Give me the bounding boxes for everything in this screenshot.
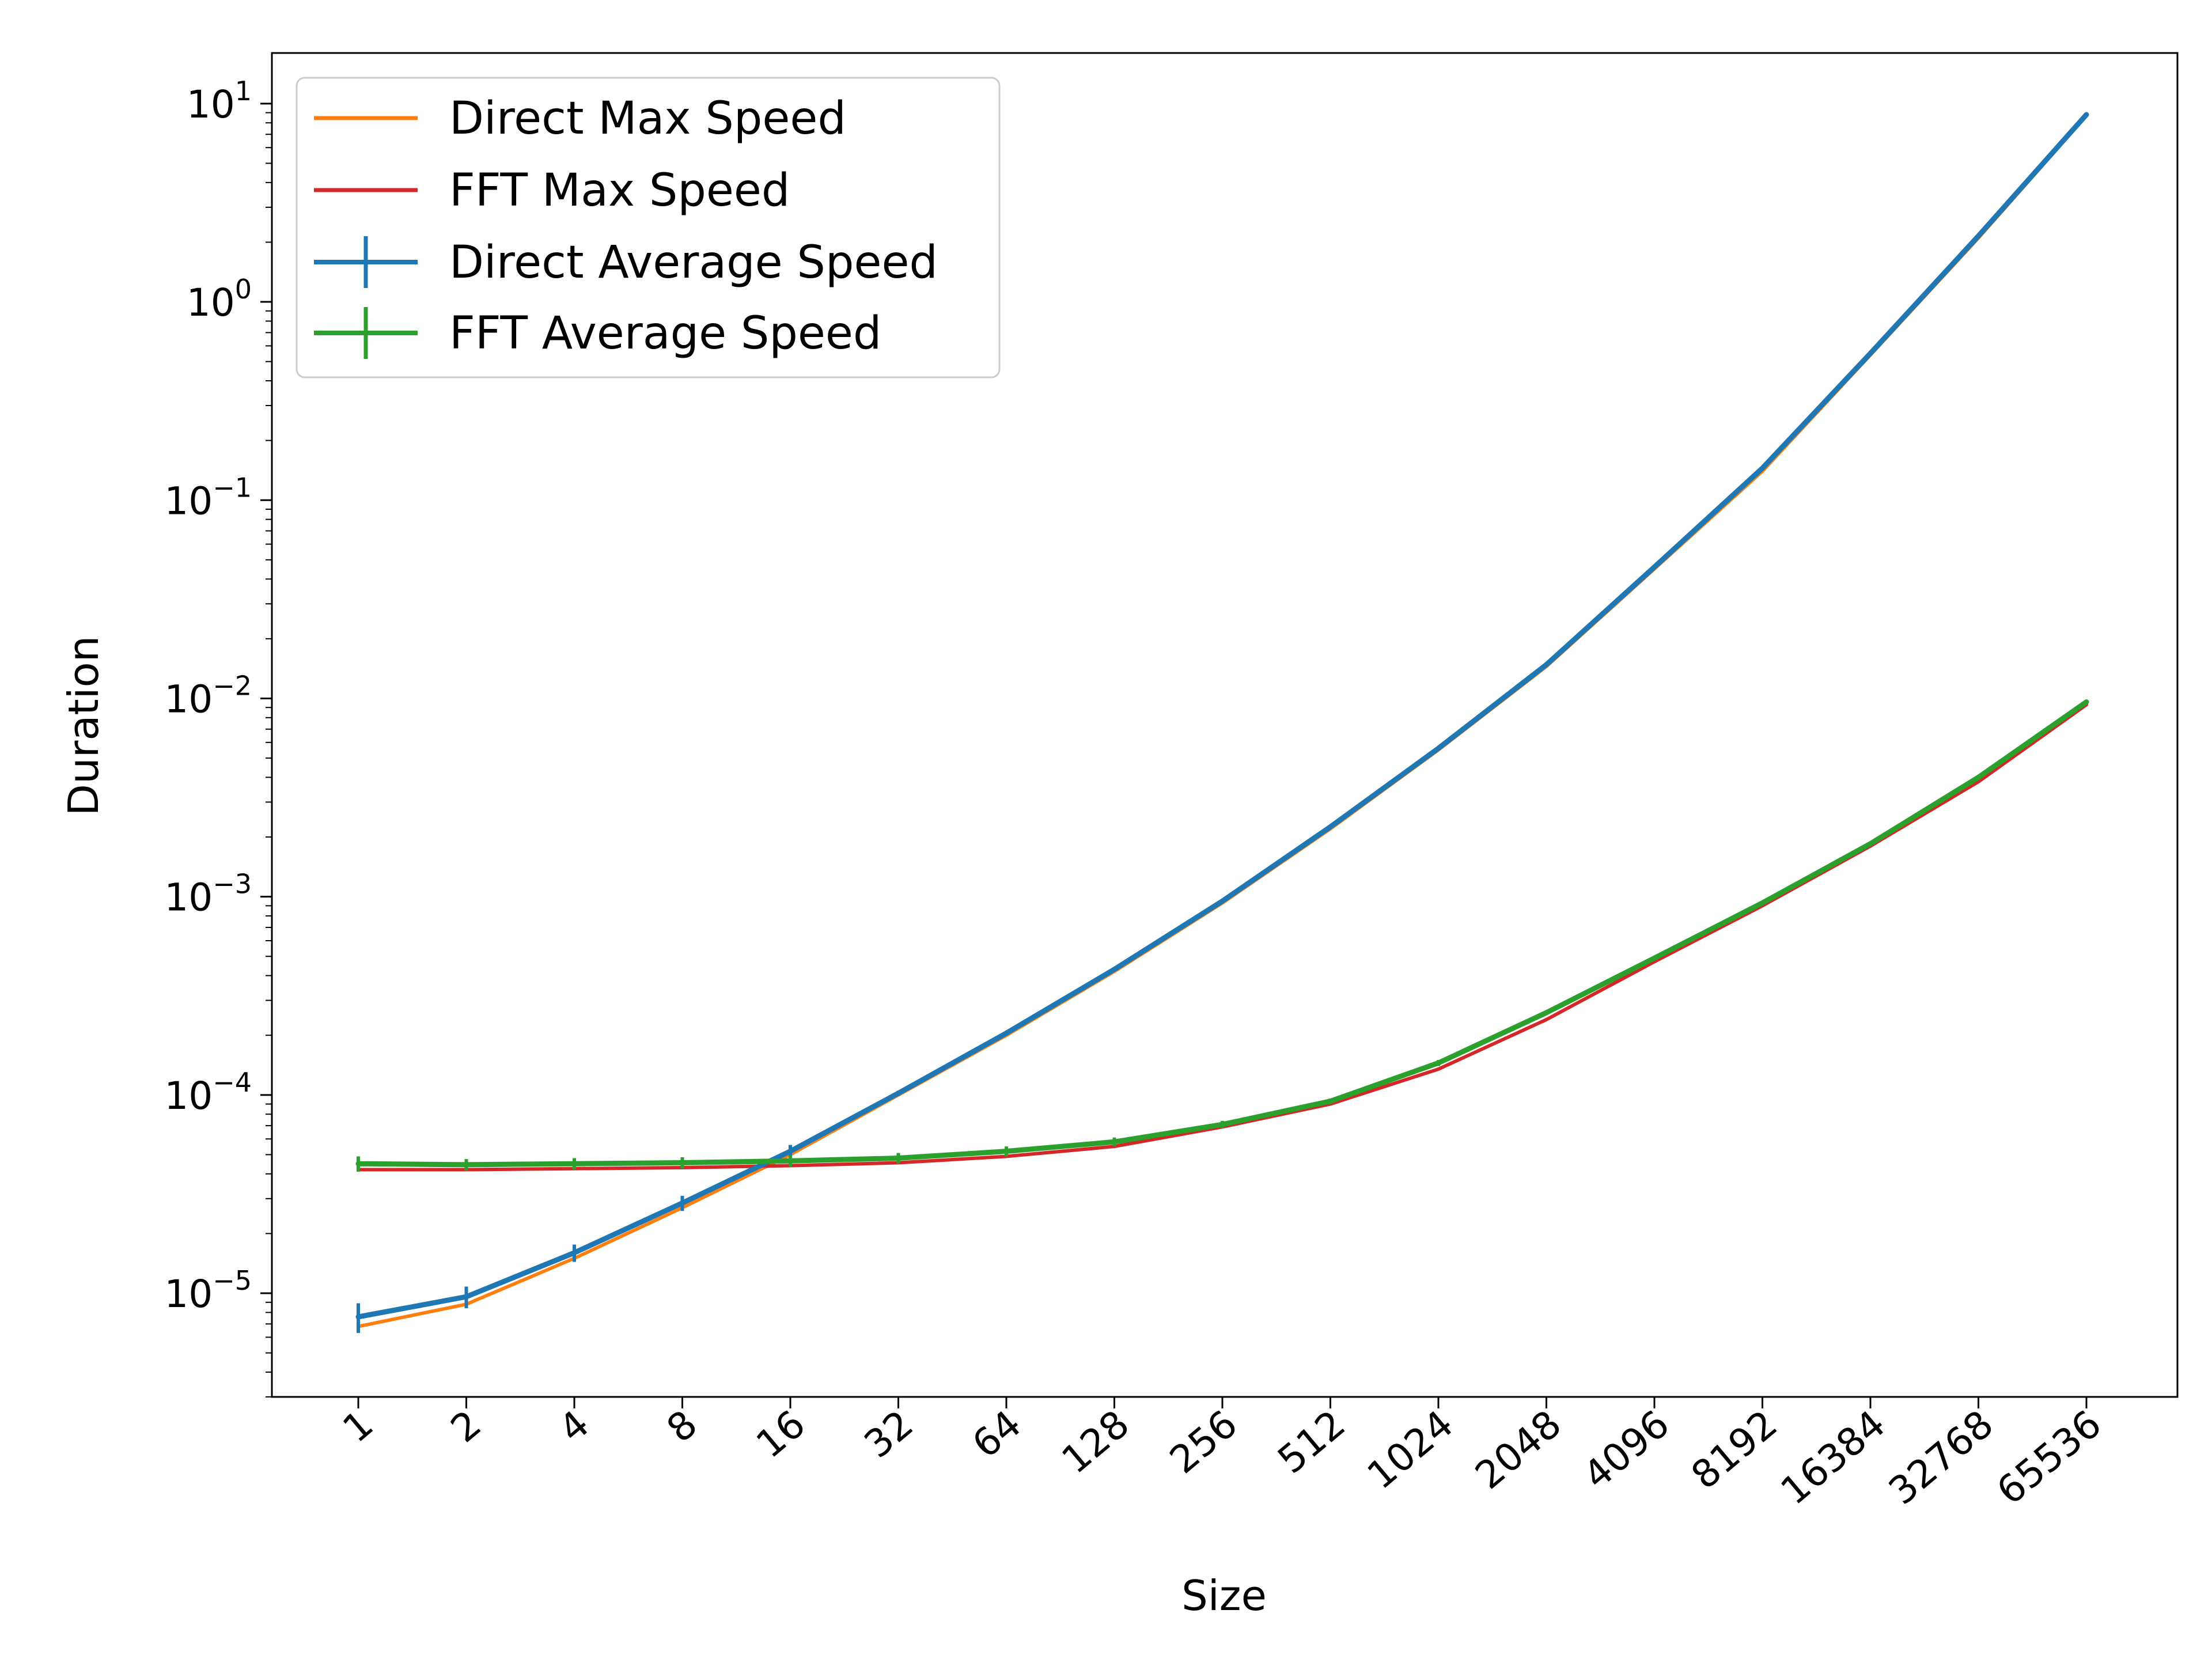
plot-area — [355, 112, 2089, 1334]
y-tick-label: 10−1 — [164, 472, 252, 523]
y-axis: 10−5 10−4 10−3 10−2 10−1 100 101 — [164, 75, 272, 1397]
legend-item: Direct Max Speed — [314, 93, 846, 145]
series-direct-average-speed — [355, 112, 2089, 1334]
y-tick-label: 10−5 — [164, 1265, 252, 1316]
x-axis-title: Size — [1181, 1571, 1267, 1620]
y-tick-label: 100 — [187, 274, 252, 325]
legend-item: Direct Average Speed — [314, 236, 938, 289]
legend-label: Direct Average Speed — [449, 237, 938, 289]
y-tick-label: 101 — [187, 75, 252, 127]
series-fft-average-speed — [355, 699, 2089, 1172]
legend-label: FFT Average Speed — [449, 308, 881, 359]
legend: Direct Max Speed FFT Max Speed Direct Aver… — [296, 77, 1001, 378]
plot-frame — [271, 52, 2179, 1398]
legend-label: Direct Max Speed — [449, 93, 846, 145]
legend-item: FFT Max Speed — [314, 165, 790, 217]
y-tick-label: 10−3 — [164, 869, 252, 920]
y-tick-label: 10−4 — [164, 1067, 252, 1118]
legend-item: FFT Average Speed — [314, 307, 881, 359]
y-axis-title: Duration — [59, 636, 108, 816]
legend-label: FFT Max Speed — [449, 165, 790, 217]
y-tick-label: 10−2 — [164, 670, 252, 721]
legend-box — [296, 77, 1001, 378]
